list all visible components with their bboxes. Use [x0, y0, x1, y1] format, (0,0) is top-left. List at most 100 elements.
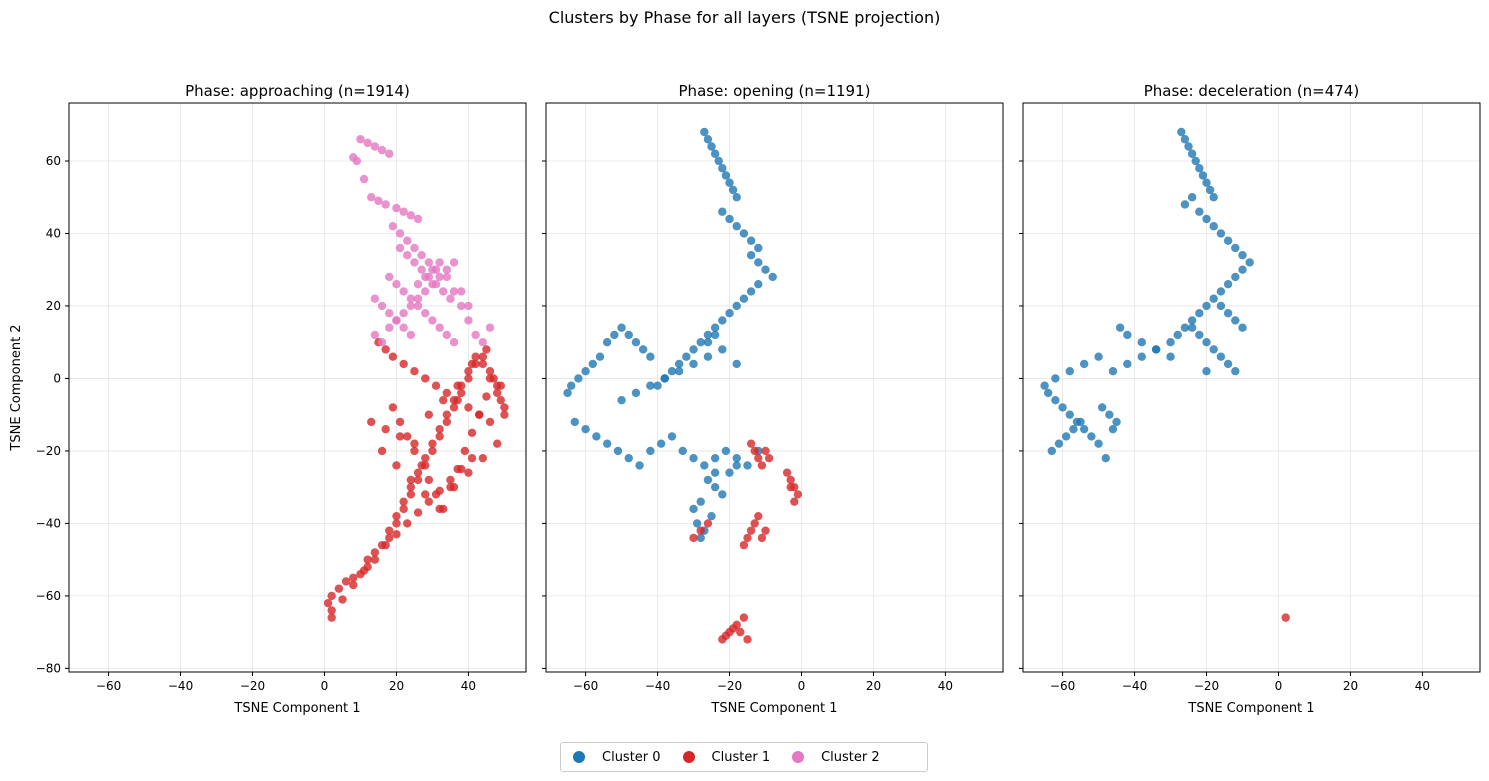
scatter-point [482, 392, 491, 401]
legend-marker-cluster-0 [573, 751, 585, 763]
series-cluster-1 [323, 337, 509, 622]
x-tick-label: −20 [717, 679, 742, 693]
scatter-point [392, 519, 401, 528]
scatter-point [732, 193, 741, 202]
scatter-point [381, 345, 390, 354]
scatter-point [624, 330, 633, 340]
scatter-point [1173, 330, 1182, 340]
scatter-point [718, 345, 727, 354]
scatter-point [457, 388, 466, 398]
scatter-point [392, 280, 401, 289]
scatter-point [1202, 178, 1211, 187]
scatter-point [464, 366, 473, 376]
y-tick-label: −20 [36, 444, 61, 458]
x-tick-label: 0 [798, 679, 806, 693]
scatter-point [410, 243, 419, 253]
scatter-point [431, 280, 441, 289]
scatter-point [352, 156, 362, 166]
scatter-point [696, 337, 705, 347]
scatter-point [399, 287, 408, 296]
scatter-point [403, 519, 412, 528]
scatter-point [718, 207, 727, 216]
scatter-point [399, 497, 408, 506]
scatter-point [446, 294, 455, 303]
scatter-point [566, 381, 576, 390]
scatter-point [359, 174, 369, 184]
scatter-point [1177, 127, 1186, 137]
x-tick-label: −60 [96, 679, 121, 693]
scatter-point [406, 475, 416, 485]
scatter-point [624, 453, 633, 463]
scatter-point [367, 417, 376, 427]
scatter-point [413, 294, 423, 303]
scatter-point [689, 504, 698, 514]
scatter-point [439, 395, 448, 405]
legend-marker-cluster-1 [682, 751, 695, 763]
scatter-point [703, 337, 713, 347]
scatter-point [1065, 410, 1074, 419]
scatter-point [327, 591, 336, 601]
scatter-point [703, 475, 713, 485]
scatter-point [1108, 366, 1118, 376]
panel-2: −60 −40 −20 0 20 40 Phase: opening (n=1191) TSN… [542, 82, 1004, 716]
scatter-point [410, 446, 419, 456]
scatter-point [327, 606, 336, 615]
x-tick-label: 40 [461, 679, 476, 693]
scatter-point [381, 540, 390, 550]
scatter-point [1166, 337, 1175, 347]
scatter-point [496, 381, 506, 390]
scatter-point [736, 627, 745, 637]
scatter-point [1216, 229, 1226, 238]
scatter-point [363, 555, 372, 564]
scatter-point [570, 417, 579, 427]
scatter-point [388, 222, 398, 231]
scatter-point [718, 316, 727, 325]
scatter-point [410, 258, 419, 267]
scatter-point [667, 366, 677, 376]
scatter-point [478, 453, 488, 463]
scatter-point [754, 280, 763, 289]
scatter-point [692, 519, 702, 528]
scatter-point [678, 446, 687, 456]
scatter-point [435, 432, 444, 441]
scatter-point [667, 432, 677, 441]
scatter-point [710, 482, 720, 492]
scatter-point [471, 330, 480, 340]
scatter-point [424, 258, 434, 267]
scatter-point [1180, 323, 1190, 332]
scatter-point [399, 309, 408, 318]
scatter-point [761, 265, 770, 274]
scatter-point [1061, 432, 1071, 441]
scatter-point [710, 323, 720, 332]
scatter-point [721, 171, 731, 180]
scatter-point [457, 464, 466, 474]
scatter-point [732, 222, 741, 231]
scatter-point [457, 301, 466, 311]
scatter-point [1195, 164, 1204, 173]
scatter-point [421, 287, 430, 296]
scatter-point [1238, 265, 1247, 274]
scatter-point [485, 417, 495, 427]
axes-frame [68, 102, 527, 673]
scatter-point [725, 468, 734, 477]
scatter-point [750, 446, 759, 456]
scatter-point [403, 236, 412, 245]
scatter-point [674, 359, 684, 369]
scatter-point [563, 388, 572, 398]
scatter-point [710, 149, 720, 158]
scatter-point [696, 497, 705, 506]
scatter-point [424, 497, 434, 506]
scatter-point [442, 388, 452, 398]
scatter-point [1202, 214, 1211, 224]
panel-1: −60 −40 −20 0 20 40 −80 −60 −40 −20 0 20 40 60 Phase: … [9, 82, 527, 716]
scatter-point [496, 395, 506, 405]
scatter-point [660, 374, 669, 383]
scatter-point [435, 486, 444, 495]
scatter-point [721, 446, 731, 456]
scatter-point [682, 352, 691, 361]
scatter-point [700, 127, 709, 137]
scatter-point [428, 446, 437, 456]
figure-suptitle: Clusters by Phase for all layers (TSNE p… [548, 8, 941, 27]
scatter-point [718, 164, 727, 173]
scatter-point [638, 345, 648, 354]
